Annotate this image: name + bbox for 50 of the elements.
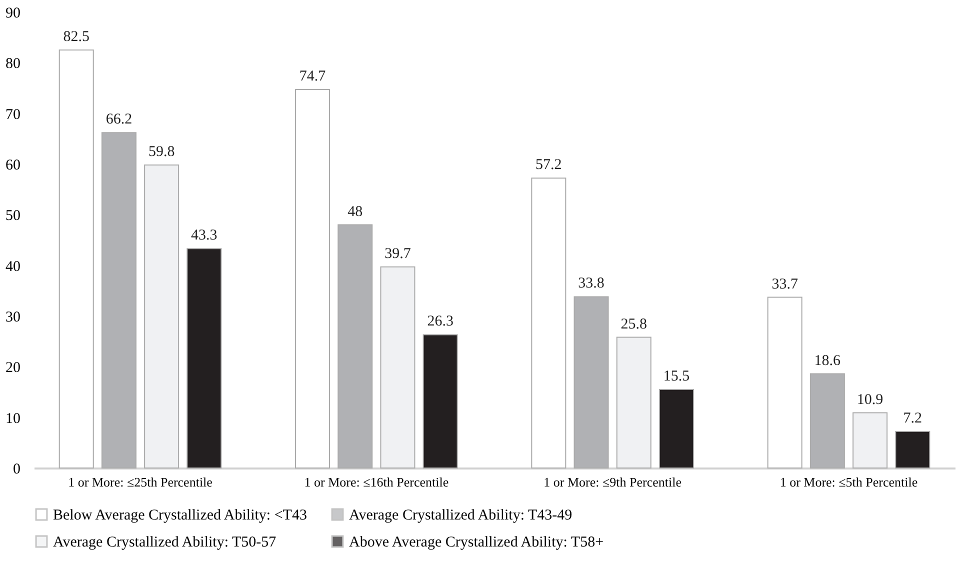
y-tick-label: 40	[6, 258, 20, 275]
bar	[380, 266, 416, 468]
y-tick-label: 70	[6, 106, 20, 123]
bar	[574, 296, 609, 468]
data-label: 59.8	[148, 144, 175, 160]
x-tick-label: 1 or More: ≤25th Percentile	[68, 474, 213, 490]
bar	[531, 178, 566, 468]
data-label: 33.8	[578, 276, 604, 292]
data-label: 26.3	[427, 314, 454, 330]
bar	[895, 431, 930, 468]
y-tick-label: 30	[6, 310, 20, 326]
bar	[338, 224, 373, 468]
legend-label: Below Average Crystallized Ability: <T43	[53, 508, 307, 524]
bar	[767, 296, 802, 468]
data-label: 74.7	[299, 68, 326, 85]
data-label: 15.5	[663, 368, 690, 384]
data-label: 82.5	[63, 29, 90, 45]
bar	[852, 412, 888, 468]
y-tick-label: 0	[13, 462, 20, 478]
data-label: 66.2	[106, 112, 132, 128]
legend-label: Average Crystallized Ability: T50-57	[53, 534, 277, 550]
bar	[144, 164, 180, 468]
bar	[616, 336, 652, 468]
y-tick-label: 60	[6, 158, 20, 174]
bar	[810, 373, 845, 468]
data-label: 7.2	[903, 410, 922, 427]
bar	[658, 388, 694, 468]
x-tick-label: 1 or More: ≤5th Percentile	[780, 474, 918, 490]
data-label: 43.3	[191, 228, 218, 244]
data-label: 39.7	[384, 246, 412, 262]
x-tick-label: 1 or More: ≤9th Percentile	[544, 474, 682, 490]
data-label: 18.6	[814, 352, 842, 369]
bar	[186, 248, 222, 468]
y-tick-label: 50	[6, 208, 20, 224]
bar	[58, 50, 94, 468]
bar	[422, 334, 458, 468]
bar	[295, 89, 330, 468]
data-label: 48	[348, 204, 363, 220]
bar	[101, 132, 136, 468]
y-tick-label: 80	[6, 56, 20, 72]
y-tick-label: 90	[6, 6, 20, 22]
x-tick-label: 1 or More: ≤16th Percentile	[304, 474, 449, 490]
data-label: 10.9	[856, 392, 884, 408]
data-label: 25.8	[620, 316, 648, 332]
y-tick-label: 20	[6, 360, 20, 376]
data-label: 33.7	[772, 276, 798, 292]
legend-label: Average Crystallized Ability: T43-49	[349, 508, 572, 524]
data-label: 57.2	[536, 157, 562, 174]
y-tick-label: 10	[6, 410, 20, 427]
legend-label: Above Average Crystallized Ability: T58+	[349, 534, 604, 550]
